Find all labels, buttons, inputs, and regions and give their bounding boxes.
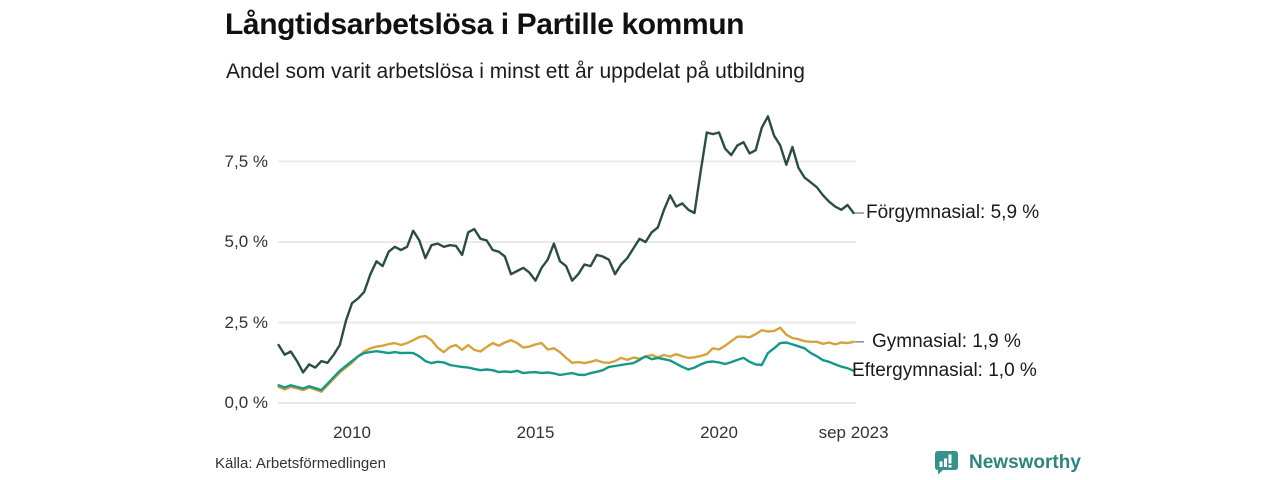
logo-exclamation-bar bbox=[948, 454, 952, 464]
newsworthy-logo-icon bbox=[935, 451, 958, 475]
logo-exclamation-dot bbox=[948, 465, 952, 468]
series-end-label-gymnasial: Gymnasial: 1,9 % bbox=[872, 330, 1021, 352]
series-end-label-förgymnasial: Förgymnasial: 5,9 % bbox=[866, 202, 1040, 224]
series-line-förgymnasial bbox=[277, 115, 855, 374]
y-tick-label: 0,0 % bbox=[224, 393, 268, 412]
y-tick-label: 7,5 % bbox=[224, 151, 268, 171]
page-title: Långtidsarbetslösa i Partille kommun bbox=[225, 8, 745, 41]
chart-subtitle: Andel som varit arbetslösa i minst ett å… bbox=[226, 60, 805, 83]
series-line-gymnasial bbox=[277, 326, 855, 393]
x-tick-label: 2010 bbox=[333, 423, 371, 442]
x-tick-label: 2020 bbox=[700, 423, 738, 442]
logo-bar-short bbox=[939, 461, 943, 467]
x-tick-label: 2015 bbox=[516, 423, 555, 442]
newsworthy-wordmark: Newsworthy bbox=[969, 451, 1081, 473]
newsworthy-logo: Newsworthy bbox=[933, 449, 1081, 476]
y-tick-label: 5,0 % bbox=[224, 232, 268, 251]
source-note: Källa: Arbetsförmedlingen bbox=[215, 455, 386, 472]
x-tick-label: sep 2023 bbox=[818, 423, 889, 442]
series-end-label-eftergymnasial: Eftergymnasial: 1,0 % bbox=[852, 359, 1037, 381]
y-tick-label: 2,5 % bbox=[224, 312, 268, 332]
series-line-eftergymnasial bbox=[277, 341, 855, 392]
logo-bar-medium bbox=[944, 458, 947, 467]
